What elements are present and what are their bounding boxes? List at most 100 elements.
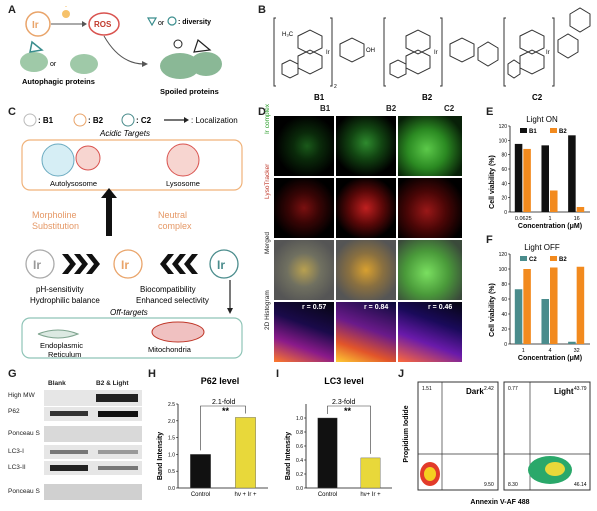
dark-q3: 9.50	[484, 482, 494, 488]
r-b2: r = 0.84	[364, 304, 389, 311]
ph-sensitivity: pH-sensitivity	[36, 285, 84, 294]
legend-c2: : C2	[136, 116, 152, 125]
legend-label-b1: B1	[529, 129, 537, 135]
dark-cluster-core	[424, 467, 436, 481]
spoiled-label: Spoiled proteins	[160, 87, 219, 96]
ros-label: ROS	[94, 20, 112, 29]
chevrons-left	[160, 254, 198, 274]
chart-f-title: Light OFF	[524, 243, 560, 252]
er-label-2: Reticulum	[48, 350, 81, 359]
y-tick-label: 0.2	[296, 472, 303, 478]
legend-label-b2: B2	[559, 257, 567, 263]
bar-c2-1	[541, 299, 549, 344]
x-tick-label: Control	[318, 492, 337, 498]
legend-label-c2: C2	[529, 257, 537, 263]
hydrophilic-balance: Hydrophilic balance	[30, 296, 100, 305]
bar-b2-1	[550, 190, 558, 212]
panel-label-b: B	[258, 4, 266, 16]
panel-label-c: C	[8, 106, 16, 118]
up-arrow-head	[101, 188, 117, 198]
chart-i-sig: **	[344, 406, 352, 416]
diversity-legend	[146, 16, 177, 27]
y-tick-label: 80	[501, 153, 507, 159]
autophagic-proteins-icon	[20, 40, 98, 74]
r-b1: r = 0.57	[302, 304, 327, 311]
lbl-p62: P62	[8, 408, 20, 415]
panel-label-f: F	[486, 234, 493, 246]
chart-e-title: Light ON	[526, 115, 558, 124]
biocompatibility: Biocompatibility	[140, 285, 196, 294]
chart-f: Light OFF Cell viability (%) Concentrati…	[489, 243, 590, 362]
panel-label-g: G	[8, 368, 17, 380]
img-b2-lyso	[336, 178, 396, 238]
y-tick-label: 40	[501, 312, 507, 318]
chart-f-ylabel: Cell viability (%)	[489, 283, 496, 337]
bar-b2-2	[576, 206, 585, 212]
y-tick-label: 100	[499, 267, 508, 273]
img-c2-lyso	[398, 178, 462, 238]
bar-0	[317, 417, 338, 489]
lbl-highmw: High MW	[8, 392, 35, 399]
bar-b1-1	[541, 145, 549, 212]
col-blank: Blank	[48, 380, 66, 387]
panel-c-scheme: : B1 : B2 : C2 : Localization Acidic Tar…	[21, 113, 243, 359]
iridium-label: Ir	[434, 50, 438, 56]
compound-c2: C2	[532, 93, 543, 102]
structure-c2: Ir	[503, 7, 591, 87]
iridium-label: Ir	[546, 50, 550, 56]
arrow-to-spoiled	[103, 35, 145, 65]
light-cluster-core	[545, 462, 565, 476]
legend-swatch-b2	[550, 128, 557, 133]
svg-text:Ir: Ir	[33, 258, 41, 272]
img-c2-histo	[398, 302, 462, 362]
y-tick-label: 1.0	[296, 416, 303, 422]
legend-swatch-b2	[550, 256, 557, 261]
y-tick-label: 120	[499, 124, 508, 130]
bar-b2-1	[550, 267, 558, 344]
lbl-lc3-i: LC3-I	[8, 448, 24, 455]
x-tick-label: 32	[574, 348, 580, 354]
neutral-label: Neutral complex	[158, 210, 192, 231]
x-tick-label: 1	[548, 216, 551, 222]
chevrons-right	[62, 254, 100, 274]
y-tick-label: 2.5	[168, 402, 175, 408]
up-arrow-shaft	[106, 196, 112, 236]
flow-xlabel: Annexin V-AF 488	[470, 499, 529, 506]
structure-b1: H₃C Ir 2 OH	[273, 17, 375, 90]
y-tick-label: 0	[504, 210, 507, 216]
row-lyso: LysoTracker	[264, 163, 271, 199]
img-b1-histo	[274, 302, 334, 362]
svg-text:Ir: Ir	[121, 258, 129, 272]
bar-b2-0	[523, 269, 531, 344]
x-tick-label: hν + Ir +	[234, 492, 257, 498]
bar-b2-2	[576, 266, 585, 344]
chart-h-sig: **	[222, 406, 230, 416]
x-tick-label: Control	[191, 492, 210, 498]
y-tick-label: 0.0	[296, 486, 303, 492]
y-tick-label: 1.0	[168, 452, 175, 458]
mitochondria-label: Mitochondria	[148, 345, 192, 354]
lbl-ponceau-2: Ponceau S	[8, 488, 40, 495]
y-tick-label: 0.0	[168, 486, 175, 492]
panel-d-microscopy: B1 B2 C2 Ir complex LysoTracker Merged 2…	[258, 104, 484, 366]
ir-b2-icon: Ir	[113, 249, 143, 279]
off-targets-title: Off-targets	[110, 308, 148, 317]
light-bulb-icon	[62, 6, 70, 18]
blot-lc3-i	[44, 445, 142, 459]
down-arrow-head	[227, 308, 233, 314]
blot-lc3-ii	[44, 461, 142, 475]
y-tick-label: 0.6	[296, 444, 303, 450]
r-c2: r = 0.46	[428, 304, 453, 311]
row-ir: Ir complex	[264, 104, 271, 134]
autophagic-label: Autophagic proteins	[22, 77, 95, 86]
chart-i: LC3 level 2.3-fold ** Band Intensity 0.0…	[285, 376, 392, 498]
bar-1	[235, 417, 256, 489]
panel-g-blot: Blank B2 & Light High MW P62 Ponceau S L…	[8, 380, 144, 508]
svg-text:Ir: Ir	[217, 258, 225, 272]
legend-swatch-c2	[520, 256, 527, 261]
iridium-label: Ir	[326, 50, 330, 56]
img-b2-ir	[336, 116, 396, 176]
y-tick-label: 1.5	[168, 436, 175, 442]
blot-ponceau-2	[44, 484, 142, 500]
panel-j-flow: Propidium Iodide Annexin V-AF 488 Dark L…	[403, 381, 591, 506]
